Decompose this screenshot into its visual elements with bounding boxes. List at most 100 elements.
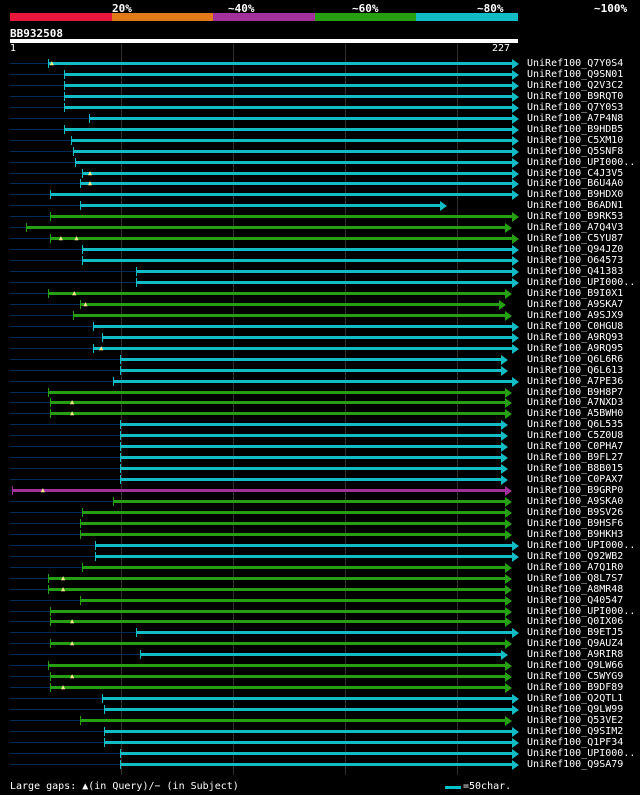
hit-alignment-bar[interactable] [95, 543, 512, 547]
hit-row[interactable]: UniRef100_A9SKA0 [0, 496, 640, 507]
hit-label[interactable]: UniRef100_A9RQ93 [527, 331, 624, 343]
hit-row[interactable]: ▲ UniRef100_Q9AUZ4 [0, 638, 640, 650]
hit-row[interactable]: ▲ UniRef100_A8MR48 [0, 584, 640, 595]
hit-row[interactable]: ▲ UniRef100_B9DF89 [0, 682, 640, 694]
hit-label[interactable]: UniRef100_B8B015 [527, 463, 624, 475]
hit-label[interactable]: UniRef100_Q6L535 [527, 419, 624, 431]
hit-row[interactable]: UniRef100_A9RQ93 [0, 332, 640, 343]
hit-label[interactable]: UniRef100_B9HDB5 [527, 123, 624, 135]
hit-row[interactable]: UniRef100_A9SJX9 [0, 310, 640, 321]
hit-label[interactable]: UniRef100_B9GRP0 [527, 485, 624, 497]
hit-label[interactable]: UniRef100_C5WYG9 [527, 671, 624, 683]
hit-alignment-bar[interactable] [120, 456, 501, 460]
hit-alignment-bar[interactable] [135, 281, 512, 284]
hit-label[interactable]: UniRef100_B9DF89 [527, 682, 624, 694]
hit-row[interactable]: UniRef100_Q2V3C2 [0, 80, 640, 91]
hit-label[interactable]: UniRef100_A9RIR8 [527, 649, 624, 661]
hit-label[interactable]: UniRef100_Q53VE2 [527, 715, 624, 726]
hit-alignment-bar[interactable] [75, 160, 512, 164]
hit-alignment-bar[interactable] [79, 719, 506, 722]
hit-row[interactable]: UniRef100_Q40547 [0, 595, 640, 606]
hit-row[interactable]: ▲ UniRef100_Q8L7S7 [0, 573, 640, 584]
hit-alignment-bar[interactable] [50, 686, 506, 690]
hit-alignment-bar[interactable] [25, 226, 506, 230]
hit-label[interactable]: UniRef100_B9HKH3 [527, 528, 624, 540]
hit-label[interactable]: UniRef100_C0PHA7 [527, 441, 624, 453]
hit-alignment-bar[interactable] [93, 324, 512, 328]
hit-alignment-bar[interactable] [50, 642, 506, 646]
hit-alignment-bar[interactable] [81, 565, 506, 569]
hit-alignment-bar[interactable] [95, 554, 512, 558]
hit-row[interactable]: UniRef100_C0PAX7 [0, 474, 640, 486]
hit-label[interactable]: UniRef100_UPI000.. [527, 156, 636, 168]
hit-label[interactable]: UniRef100_A7Q4V3 [527, 222, 624, 234]
hit-alignment-bar[interactable] [63, 127, 512, 131]
hit-row[interactable]: ▲ UniRef100_C4J3V5 [0, 168, 640, 179]
hit-row[interactable]: UniRef100_B9ETJ5 [0, 627, 640, 639]
hit-alignment-bar[interactable] [81, 259, 512, 263]
hit-row[interactable]: UniRef100_Q92WB2 [0, 551, 640, 562]
hit-row[interactable]: UniRef100_A7Q1R0 [0, 562, 640, 573]
hit-alignment-bar[interactable] [48, 576, 506, 580]
hit-alignment-bar[interactable] [72, 149, 512, 153]
hit-alignment-bar[interactable] [48, 390, 506, 394]
hit-alignment-bar[interactable] [63, 94, 512, 98]
hit-alignment-bar[interactable] [48, 664, 506, 668]
hit-alignment-bar[interactable] [113, 379, 512, 383]
hit-alignment-bar[interactable] [120, 357, 501, 361]
hit-row[interactable]: UniRef100_B9FL27 [0, 452, 640, 464]
hit-row[interactable]: UniRef100_C5XM10 [0, 135, 640, 146]
hit-label[interactable]: UniRef100_B9ETJ5 [527, 627, 624, 639]
hit-label[interactable]: UniRef100_A5BWH0 [527, 408, 624, 420]
hit-alignment-bar[interactable] [63, 105, 512, 109]
hit-label[interactable]: UniRef100_A9RQ95 [527, 342, 624, 354]
hit-row[interactable]: UniRef100_Q9SA79 [0, 759, 640, 770]
hit-alignment-bar[interactable] [135, 270, 512, 274]
hit-row[interactable]: ▲ UniRef100_C5WYG9 [0, 671, 640, 683]
hit-label[interactable]: UniRef100_C4J3V5 [527, 167, 624, 179]
hit-row[interactable]: UniRef100_C5Z0U8 [0, 430, 640, 442]
hit-label[interactable]: UniRef100_B6U4A0 [527, 178, 624, 190]
hit-alignment-bar[interactable] [12, 489, 506, 493]
hit-alignment-bar[interactable] [79, 204, 441, 208]
hit-alignment-bar[interactable] [79, 532, 506, 536]
hit-alignment-bar[interactable] [113, 500, 506, 503]
hit-alignment-bar[interactable] [50, 215, 512, 219]
hit-label[interactable]: UniRef100_B9SV26 [527, 506, 624, 518]
hit-label[interactable]: UniRef100_UPI000.. [527, 277, 636, 288]
hit-row[interactable]: UniRef100_UPI000.. [0, 748, 640, 759]
hit-alignment-bar[interactable] [102, 335, 512, 339]
hit-alignment-bar[interactable] [48, 291, 506, 295]
hit-row[interactable]: UniRef100_B9H8P7 [0, 387, 640, 398]
hit-label[interactable]: UniRef100_B9I0X1 [527, 287, 624, 299]
hit-label[interactable]: UniRef100_Q9SN01 [527, 68, 624, 80]
hit-label[interactable]: UniRef100_A8MR48 [527, 583, 624, 595]
hit-row[interactable]: ▲ UniRef100_Q7Y0S4 [0, 58, 640, 69]
hit-alignment-bar[interactable] [81, 248, 512, 252]
hit-alignment-bar[interactable] [120, 467, 501, 471]
hit-label[interactable]: UniRef100_UPI000.. [527, 539, 636, 551]
hit-alignment-bar[interactable] [63, 72, 512, 76]
hit-label[interactable]: UniRef100_O64573 [527, 255, 624, 267]
hit-label[interactable]: UniRef100_B9H8P7 [527, 386, 624, 398]
hit-label[interactable]: UniRef100_Q0IX06 [527, 616, 624, 628]
hit-alignment-bar[interactable] [50, 401, 506, 405]
hit-row[interactable]: ▲ UniRef100_B6U4A0 [0, 178, 640, 190]
hit-row[interactable]: UniRef100_Q6L535 [0, 419, 640, 431]
hit-alignment-bar[interactable] [50, 620, 506, 624]
hit-label[interactable]: UniRef100_Q6L6R6 [527, 353, 624, 365]
hit-label[interactable]: UniRef100_Q6L613 [527, 364, 624, 376]
hit-row[interactable]: UniRef100_Q41383 [0, 266, 640, 278]
hit-label[interactable]: UniRef100_B9FL27 [527, 452, 624, 464]
hit-row[interactable]: ▲ UniRef100_A7NXD3 [0, 397, 640, 409]
hit-label[interactable]: UniRef100_A9SJX9 [527, 309, 624, 321]
hit-row[interactable]: UniRef100_C0PHA7 [0, 441, 640, 453]
hit-row[interactable]: UniRef100_UPI000.. [0, 157, 640, 168]
hit-row[interactable]: UniRef100_B6ADN1 [0, 200, 640, 212]
hit-alignment-bar[interactable] [79, 598, 506, 602]
hit-label[interactable]: UniRef100_Q2QTL1 [527, 693, 624, 705]
hit-label[interactable]: UniRef100_A9SKA7 [527, 298, 624, 310]
hit-label[interactable]: UniRef100_Q9SIM2 [527, 725, 624, 737]
hit-label[interactable]: UniRef100_Q1PF34 [527, 736, 624, 748]
hit-label[interactable]: UniRef100_Q94JZ0 [527, 244, 624, 256]
